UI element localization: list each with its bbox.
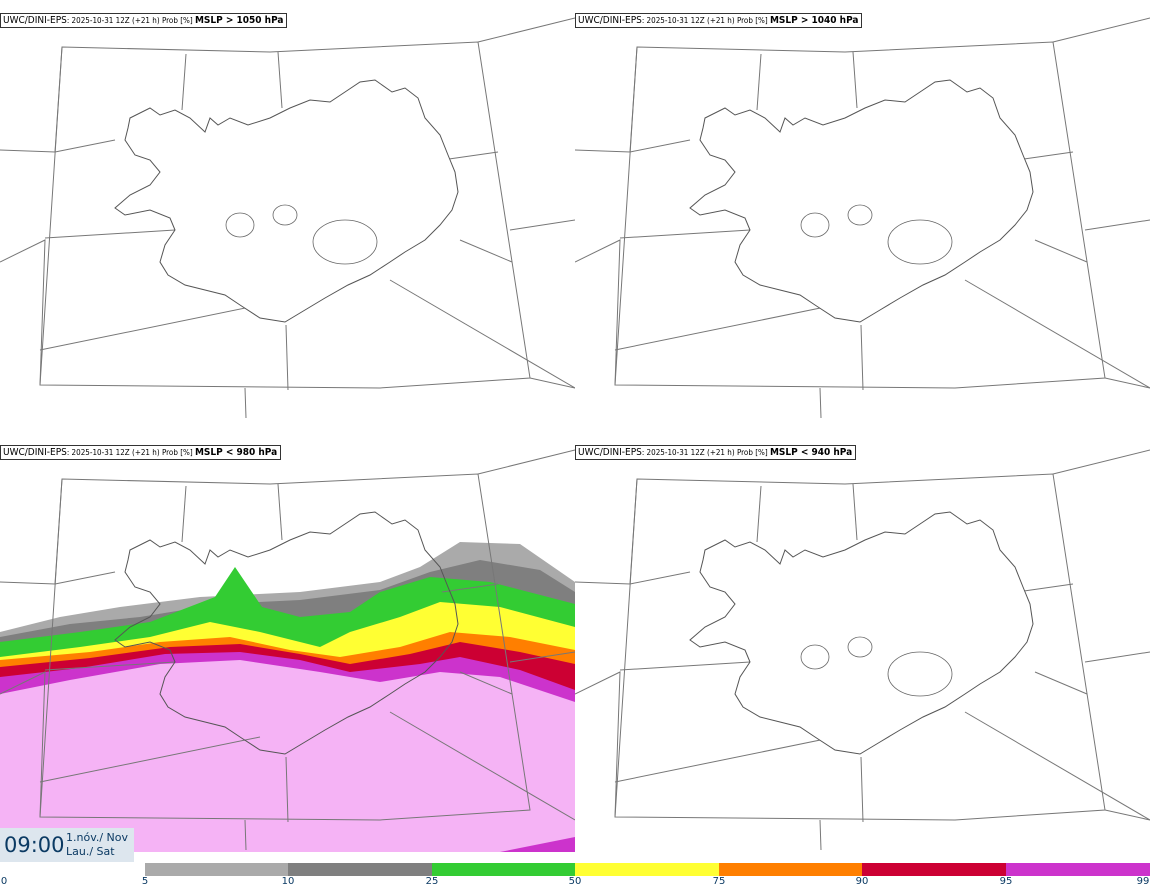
map-panel-980: UWC/DINI-EPS: 2025-10-31 12Z (+21 h) Pro… [0, 432, 575, 862]
map-canvas [575, 449, 1150, 851]
region-boundaries [575, 17, 1150, 419]
valid-date: 1.nóv./ Nov Lau./ Sat [66, 831, 128, 859]
iceland-coastline [689, 511, 1034, 755]
map-panel-940: UWC/DINI-EPS: 2025-10-31 12Z (+21 h) Pro… [575, 432, 1150, 862]
run-info: : 2025-10-31 12Z (+21 h) Prob [%] [641, 448, 770, 457]
legend-tick-label: 95 [999, 876, 1013, 887]
panel-title: UWC/DINI-EPS: 2025-10-31 12Z (+21 h) Pro… [0, 445, 282, 460]
inland-lakes [225, 204, 378, 265]
legend-swatch [719, 863, 863, 876]
inland-lakes [800, 204, 953, 265]
panel-title: UWC/DINI-EPS: 2025-10-31 12Z (+21 h) Pro… [575, 445, 857, 460]
parameter-label: MSLP < 940 hPa [769, 447, 853, 458]
model-label: UWC/DINI-EPS [3, 447, 67, 458]
iceland-coastline [689, 79, 1034, 323]
map-canvas [0, 17, 575, 419]
model-label: UWC/DINI-EPS [3, 15, 67, 26]
model-label: UWC/DINI-EPS [578, 447, 642, 458]
region-boundaries [575, 449, 1150, 851]
legend-swatch [288, 863, 432, 876]
parameter-label: MSLP < 980 hPa [194, 447, 278, 458]
legend-tick-label: 90 [855, 876, 869, 887]
legend-tick-label: 99 [1136, 876, 1150, 887]
legend-tick-label: 25 [425, 876, 439, 887]
iceland-coastline [114, 79, 459, 323]
band-99-plus [0, 660, 575, 852]
legend-tick-label: 0 [0, 876, 8, 887]
legend-tick-label: 50 [568, 876, 582, 887]
legend-tick-label: 75 [712, 876, 726, 887]
legend-swatch [432, 863, 576, 876]
panel-title: UWC/DINI-EPS: 2025-10-31 12Z (+21 h) Pro… [0, 13, 288, 28]
parameter-label: MSLP > 1050 hPa [194, 15, 284, 26]
legend-swatch [1, 863, 145, 876]
run-info: : 2025-10-31 12Z (+21 h) Prob [%] [66, 16, 195, 25]
run-info: : 2025-10-31 12Z (+21 h) Prob [%] [641, 16, 770, 25]
parameter-label: MSLP > 1040 hPa [769, 15, 859, 26]
panel-title: UWC/DINI-EPS: 2025-10-31 12Z (+21 h) Pro… [575, 13, 863, 28]
legend-swatch [862, 863, 1006, 876]
map-canvas [575, 17, 1150, 419]
legend-swatch [575, 863, 719, 876]
region-boundaries [0, 449, 575, 851]
valid-time-box: 09:00 1.nóv./ Nov Lau./ Sat [0, 828, 134, 862]
legend-swatch [145, 863, 289, 876]
inland-lakes [800, 636, 953, 697]
date-line-1: 1.nóv./ Nov [66, 831, 129, 844]
model-label: UWC/DINI-EPS [578, 15, 642, 26]
run-info: : 2025-10-31 12Z (+21 h) Prob [%] [66, 448, 195, 457]
legend-tick-label: 5 [141, 876, 149, 887]
region-boundaries [0, 17, 575, 419]
map-panel-1040: UWC/DINI-EPS: 2025-10-31 12Z (+21 h) Pro… [575, 0, 1150, 430]
map-panel-1050: UWC/DINI-EPS: 2025-10-31 12Z (+21 h) Pro… [0, 0, 575, 430]
legend-tick-label: 10 [281, 876, 295, 887]
color-legend: 0 5 10 25 50 75 90 95 99 [0, 862, 1150, 891]
map-canvas [0, 449, 575, 852]
probability-field [0, 542, 575, 852]
iceland-coastline [114, 511, 459, 755]
date-line-2: Lau./ Sat [66, 845, 115, 858]
legend-swatch [1006, 863, 1150, 876]
valid-time: 09:00 [4, 833, 65, 857]
